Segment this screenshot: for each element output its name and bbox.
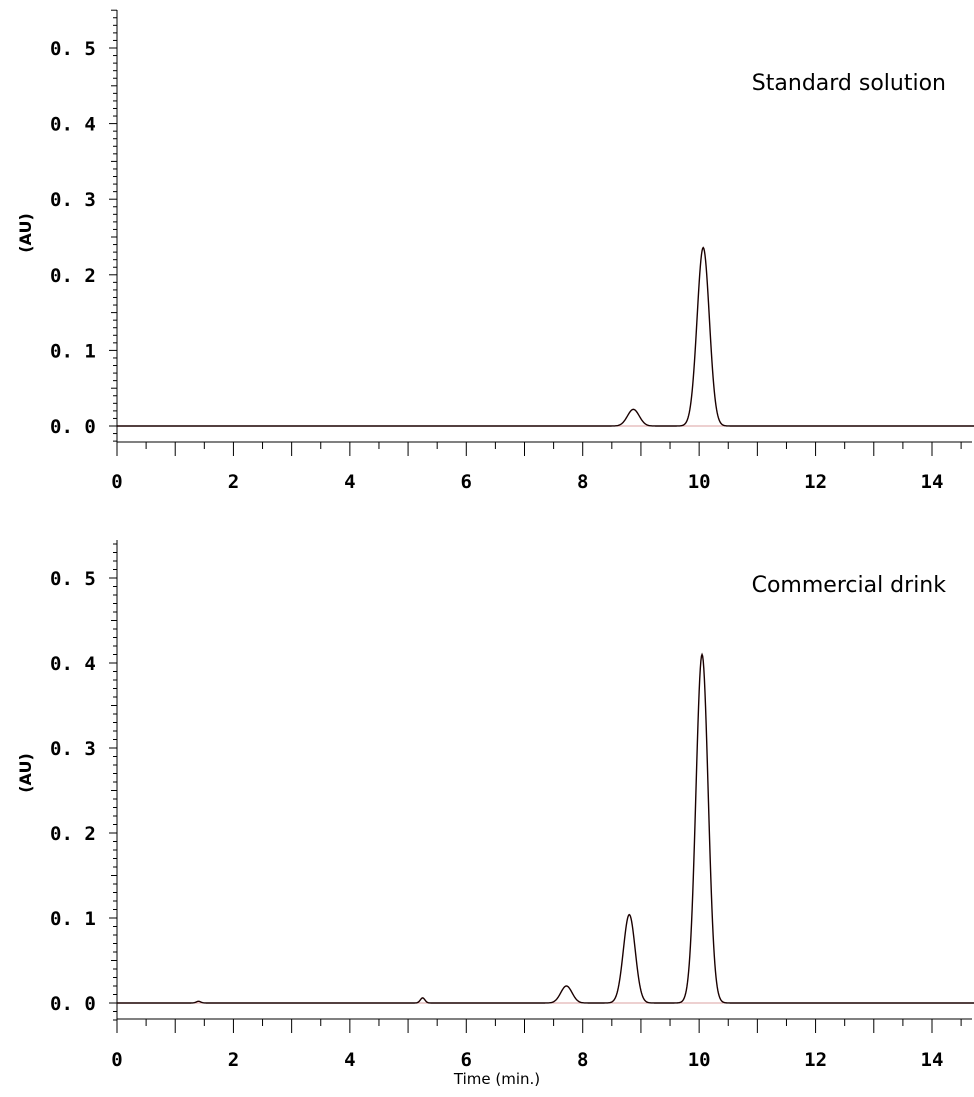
panel-standard-solution: 0. 0 0. 1 0. 2 0. 3 0. 4 0. 5 (AU) 0 2 4 6 8 10 12 14 S… [16,9,974,493]
y-tick-label: 0. 5 [50,38,96,60]
x-tick-label: 14 [921,471,944,493]
y-tick-label: 0. 5 [50,568,96,590]
x-tick-label: 6 [461,471,472,493]
x-axis-label: Time (min.) [453,1070,540,1088]
y-tick-label: 0. 1 [50,908,96,930]
x-tick-label: 8 [577,471,588,493]
y-tick-label: 0. 0 [50,416,96,438]
x-tick-label: 0 [111,1049,122,1071]
x-tick-label: 6 [461,1049,472,1071]
chromatogram-trace [117,246,974,427]
y-axis-label: (AU) [16,213,35,253]
x-tick-label: 10 [688,471,711,493]
y-tick-label: 0. 3 [50,738,96,760]
y-tick-label: 0. 1 [50,340,96,362]
panel-title: Standard solution [752,71,946,96]
x-tick-label: 2 [228,1049,239,1071]
y-tick-label: 0. 2 [50,265,96,287]
y-tick-label: 0. 2 [50,823,96,845]
panel-title: Commercial drink [752,573,947,598]
x-tick-label: 12 [804,1049,827,1071]
y-tick-label: 0. 4 [50,114,96,136]
y-tick-label: 0. 0 [50,993,96,1015]
x-tick-label: 2 [228,471,239,493]
x-tick-label: 4 [344,471,355,493]
panel-commercial-drink: 0. 0 0. 1 0. 2 0. 3 0. 4 0. 5 (AU) 0 2 4 6 8 10 12 14 C… [16,540,974,1071]
x-tick-label: 12 [804,471,827,493]
y-tick-label: 0. 4 [50,653,96,675]
x-tick-label: 4 [344,1049,355,1071]
x-tick-label: 8 [577,1049,588,1071]
x-tick-label: 14 [921,1049,944,1071]
x-tick-label: 10 [688,1049,711,1071]
x-tick-label: 0 [111,471,122,493]
y-tick-label: 0. 3 [50,189,96,211]
chromatogram-trace [117,652,974,1004]
y-axis-label: (AU) [16,753,35,793]
